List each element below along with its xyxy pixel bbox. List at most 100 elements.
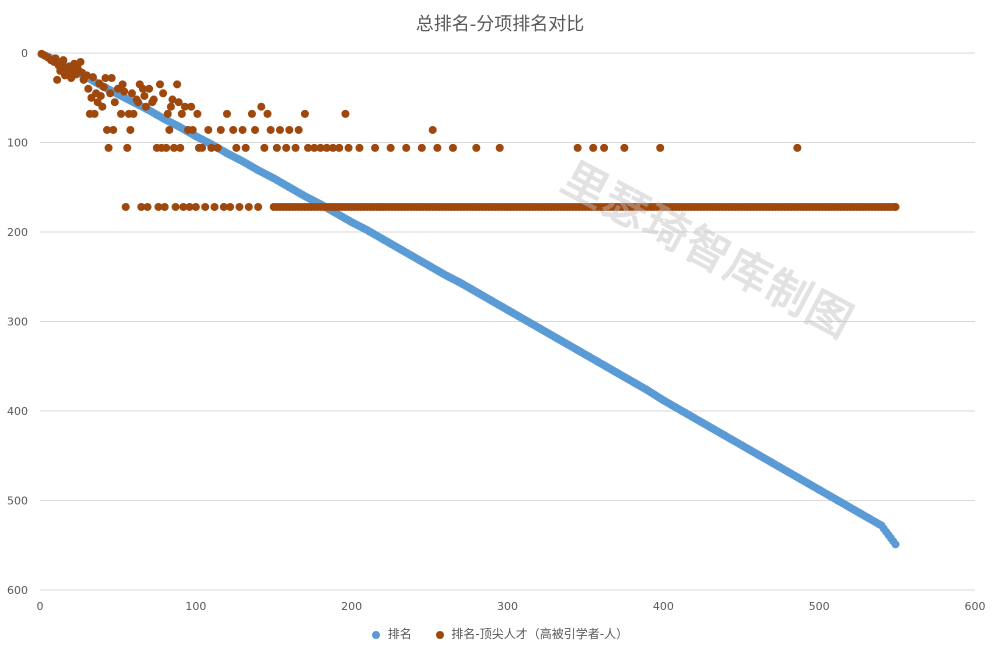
data-point-series-2 [198, 143, 207, 152]
data-point-series-1 [891, 540, 900, 549]
data-point-series-2 [127, 89, 136, 98]
data-point-series-2 [210, 202, 219, 211]
data-point-series-2 [173, 80, 182, 89]
data-point-series-2 [244, 202, 253, 211]
data-point-series-2 [96, 91, 105, 100]
chart-title: 总排名-分项排名对比 [415, 14, 585, 35]
data-point-series-2 [341, 109, 350, 118]
legend-marker-series-1 [371, 630, 380, 639]
legend-label-series-1: 排名 [387, 627, 412, 641]
data-point-series-2 [472, 143, 481, 152]
data-point-series-2 [59, 56, 68, 65]
data-point-series-2 [417, 143, 426, 152]
data-point-series-2 [123, 143, 132, 152]
data-point-series-2 [187, 102, 196, 111]
x-tick-label: 100 [185, 600, 206, 613]
data-point-series-2 [177, 109, 186, 118]
data-point-series-2 [310, 143, 319, 152]
y-tick-label: 500 [7, 495, 28, 508]
data-point-series-2 [98, 102, 107, 111]
data-point-series-2 [162, 143, 171, 152]
data-point-series-2 [134, 98, 143, 107]
data-point-series-2 [247, 109, 256, 118]
x-tick-label: 0 [37, 600, 44, 613]
data-point-series-2 [149, 95, 158, 104]
data-point-series-2 [428, 125, 437, 134]
data-point-series-2 [241, 143, 250, 152]
data-point-series-2 [84, 84, 93, 93]
legend-item-series-1: 排名 [371, 625, 412, 642]
data-point-series-2 [266, 125, 275, 134]
data-point-series-2 [232, 143, 241, 152]
data-point-series-2 [53, 75, 62, 84]
data-point-series-2 [213, 143, 222, 152]
data-point-series-2 [229, 125, 238, 134]
data-point-series-2 [260, 143, 269, 152]
data-point-series-2 [109, 125, 118, 134]
data-point-series-2 [129, 109, 138, 118]
data-point-series-2 [76, 57, 85, 66]
data-point-series-2 [165, 125, 174, 134]
data-point-series-2 [300, 109, 309, 118]
data-point-series-2 [163, 109, 172, 118]
legend-marker-series-2 [435, 630, 444, 639]
data-point-series-2 [328, 143, 337, 152]
data-point-series-2 [143, 202, 152, 211]
data-point-series-2 [145, 84, 154, 93]
data-point-series-2 [371, 143, 380, 152]
data-point-series-2 [589, 143, 598, 152]
data-point-series-2 [154, 202, 163, 211]
data-point-series-2 [188, 125, 197, 134]
data-point-series-2 [254, 202, 263, 211]
data-point-series-2 [51, 54, 60, 63]
x-tick-label: 400 [653, 600, 674, 613]
x-tick-label: 500 [809, 600, 830, 613]
data-point-series-2 [573, 143, 582, 152]
data-point-series-2 [620, 143, 629, 152]
data-point-series-2 [402, 143, 411, 152]
legend: 排名 排名-顶尖人才（高被引学者-人） [0, 625, 1000, 642]
data-point-series-2 [106, 89, 115, 98]
legend-label-series-2: 排名-顶尖人才（高被引学者-人） [451, 627, 629, 641]
y-tick-label: 600 [7, 584, 28, 597]
data-point-series-2 [257, 102, 266, 111]
data-point-series-2 [155, 80, 164, 89]
y-tick-label: 100 [7, 137, 28, 150]
data-point-series-2 [294, 125, 303, 134]
legend-item-series-2: 排名-顶尖人才（高被引学者-人） [435, 625, 629, 642]
data-point-series-2 [793, 143, 802, 152]
data-point-series-2 [204, 125, 213, 134]
data-point-series-2 [88, 73, 97, 82]
data-point-series-2 [118, 80, 127, 89]
data-point-series-2 [103, 125, 112, 134]
data-point-series-2 [335, 143, 344, 152]
data-point-series-2 [223, 109, 231, 118]
data-point-series-2 [251, 125, 260, 134]
data-point-series-2 [168, 95, 177, 104]
data-point-series-2 [176, 143, 185, 152]
data-point-series-2 [99, 83, 108, 92]
x-tick-label: 200 [341, 600, 362, 613]
data-point-series-2 [386, 143, 395, 152]
data-point-series-2 [159, 89, 168, 98]
data-point-series-2 [82, 71, 91, 80]
data-point-series-2 [891, 202, 900, 211]
data-point-series-2 [107, 74, 116, 83]
data-point-series-2 [201, 202, 210, 211]
data-point-series-2 [272, 143, 281, 152]
x-tick-label: 300 [497, 600, 518, 613]
data-point-series-2 [355, 143, 364, 152]
data-point-series-2 [433, 143, 442, 152]
data-point-series-2 [285, 125, 294, 134]
y-tick-label: 400 [7, 405, 28, 418]
data-point-series-2 [275, 125, 284, 134]
data-point-series-2 [216, 125, 225, 134]
data-point-series-2 [282, 143, 291, 152]
data-point-series-2 [263, 109, 272, 118]
data-point-series-2 [171, 202, 180, 211]
data-point-series-2 [191, 202, 200, 211]
data-point-series-2 [101, 74, 110, 83]
data-point-series-2 [238, 125, 247, 134]
